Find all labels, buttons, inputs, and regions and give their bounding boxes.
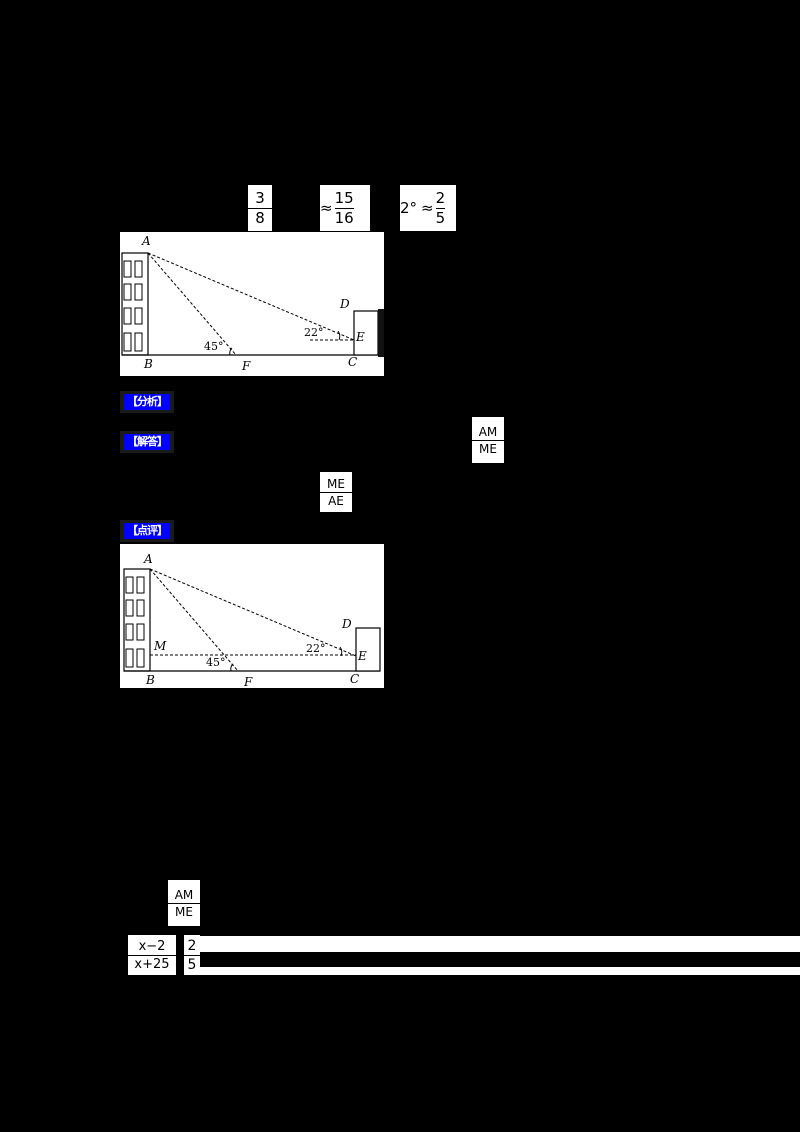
approx-15-16: ≈ 15 16	[320, 185, 370, 231]
figure-2-drawing: A M B F C D E 45° 22°	[123, 552, 381, 689]
denominator: 5	[187, 956, 197, 973]
fraction-bar	[435, 207, 446, 209]
svg-text:E: E	[355, 330, 365, 344]
numerator: 3	[255, 188, 265, 207]
denominator: x+25	[134, 956, 170, 972]
fraction-bar	[128, 954, 176, 956]
fraction-bar	[248, 207, 272, 209]
equation-band-bottom	[200, 967, 800, 975]
svg-text:F: F	[241, 359, 251, 373]
svg-text:B: B	[145, 673, 155, 687]
fraction-am-me-2: AM ME	[168, 880, 200, 926]
numerator: 15	[334, 188, 354, 207]
fraction-me-ae: ME AE	[320, 472, 352, 512]
analysis-label: 【分析】	[120, 391, 174, 413]
angle-45-label: 45°	[204, 340, 224, 353]
svg-text:A: A	[143, 552, 153, 566]
fraction-x-minus-2-over-x-plus-25: x−2 x+25	[128, 935, 176, 975]
denominator: ME	[175, 904, 193, 919]
approx-symbol: ≈	[320, 199, 333, 217]
svg-text:A: A	[141, 234, 151, 248]
fraction-bar	[184, 954, 200, 956]
svg-text:D: D	[339, 297, 350, 311]
geometry-figure-2: A M B F C D E 45° 22°	[120, 544, 384, 689]
fraction-2-5: 2 5	[184, 935, 200, 975]
comment-label: 【点评】	[120, 520, 174, 542]
denominator: 16	[334, 208, 354, 227]
equation-band-top	[200, 936, 800, 952]
solution-label: 【解答】	[120, 431, 174, 453]
fraction-3-8: 3 8	[248, 185, 272, 231]
svg-text:C: C	[350, 672, 359, 686]
numerator: x−2	[138, 938, 166, 954]
svg-text:F: F	[243, 675, 253, 688]
svg-text:D: D	[341, 617, 352, 631]
fraction-am-me: AM ME	[472, 417, 504, 463]
denominator: ME	[479, 441, 497, 456]
numerator: AM	[478, 424, 498, 439]
figure-1-drawing: A B F C D E 45° 22°	[121, 234, 384, 373]
svg-text:B: B	[143, 357, 153, 371]
denominator: AE	[328, 493, 344, 508]
fraction-bar	[472, 439, 504, 441]
fraction-bar	[168, 902, 200, 904]
degree-text: 2°	[400, 199, 418, 217]
approx-2-5: 2° ≈ 2 5	[400, 185, 456, 231]
approx-symbol: ≈	[421, 199, 434, 217]
numerator: ME	[327, 476, 345, 491]
angle-45-label: 45°	[206, 656, 226, 669]
svg-text:M: M	[153, 639, 167, 653]
svg-text:C: C	[348, 355, 357, 369]
numerator: 2	[187, 937, 197, 954]
numerator: 2	[435, 188, 446, 207]
angle-22-label: 22°	[304, 326, 324, 339]
svg-text:E: E	[357, 649, 367, 663]
denominator: 5	[435, 208, 446, 227]
geometry-figure-1: A B F C D E 45° 22°	[120, 232, 384, 376]
denominator: 8	[255, 208, 265, 227]
fraction-bar	[320, 491, 352, 493]
fraction-bar	[334, 207, 354, 209]
angle-22-label: 22°	[306, 642, 326, 655]
numerator: AM	[174, 887, 194, 902]
